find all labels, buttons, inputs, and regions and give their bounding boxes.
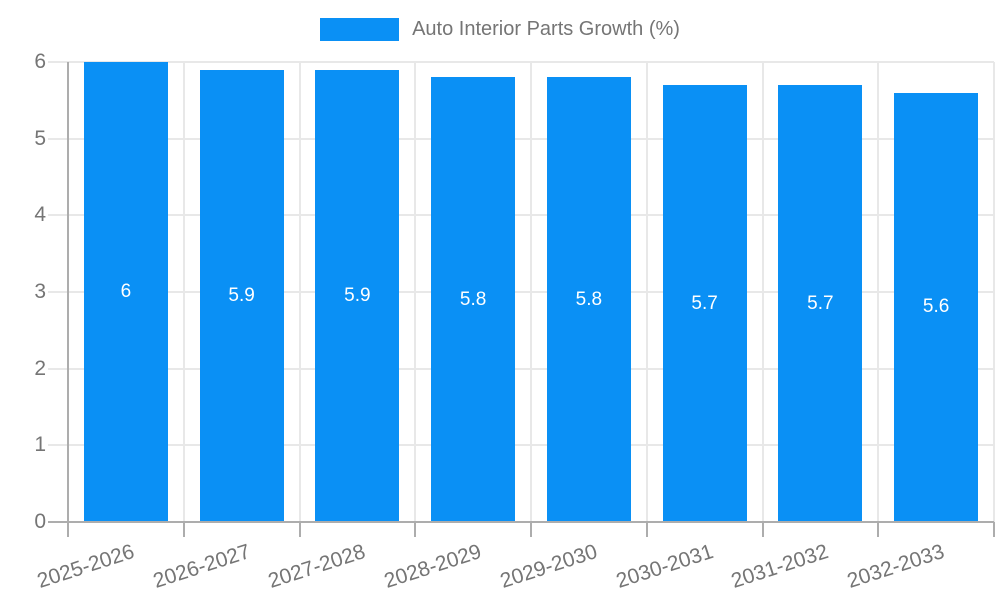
bar-value-label: 5.7 xyxy=(807,292,834,314)
bar-value-label: 5.8 xyxy=(575,288,603,310)
x-axis-line xyxy=(48,521,994,523)
gridline-h xyxy=(48,61,994,63)
x-axis-tick xyxy=(298,522,301,537)
x-axis-tick xyxy=(182,522,185,537)
y-tick-label: 3 xyxy=(34,280,46,303)
gridline-v xyxy=(993,62,995,522)
y-tick-label: 6 xyxy=(34,50,46,73)
bar: 5.9 xyxy=(199,69,284,522)
gridline-v xyxy=(530,62,532,522)
bar-value-label: 5.8 xyxy=(459,288,487,310)
bar: 5.8 xyxy=(546,77,631,522)
legend-title: Auto Interior Parts Growth (%) xyxy=(412,18,680,40)
x-axis-tick xyxy=(877,522,880,537)
bar: 5.8 xyxy=(431,77,516,522)
y-axis-line xyxy=(67,62,69,537)
bar-value-label: 5.6 xyxy=(922,296,950,318)
bar: 5.7 xyxy=(778,85,863,522)
gridline-v xyxy=(414,62,417,522)
legend: Auto Interior Parts Growth (%) xyxy=(0,18,1000,41)
gridline-h xyxy=(48,137,994,140)
gridline-h xyxy=(48,291,994,293)
bar-value-label: 5.9 xyxy=(228,284,255,306)
bar: 5.6 xyxy=(894,92,979,522)
bar-value-label: 5.9 xyxy=(344,284,371,306)
bar: 5.7 xyxy=(662,85,747,522)
gridline-v xyxy=(182,62,185,522)
bar: 5.9 xyxy=(315,69,400,522)
y-tick-label: 2 xyxy=(34,356,46,380)
y-tick-label: 0 xyxy=(34,510,46,533)
bar-value-label: 6 xyxy=(120,281,132,302)
x-axis-tick xyxy=(530,522,532,537)
y-tick-label: 5 xyxy=(34,126,46,150)
gridline-h xyxy=(48,444,994,447)
bar: 6 xyxy=(83,62,168,522)
y-tick-label: 1 xyxy=(34,433,46,457)
gridline-v xyxy=(298,62,301,522)
gridline-h xyxy=(48,214,994,217)
gridline-v xyxy=(877,62,880,522)
gridline-v xyxy=(761,62,764,522)
x-axis-tick xyxy=(645,522,648,537)
x-axis-tick xyxy=(761,522,764,537)
gridline-v xyxy=(645,62,648,522)
x-axis-tick xyxy=(414,522,417,537)
legend-swatch xyxy=(320,18,400,41)
gridline-h xyxy=(48,367,994,370)
bar-value-label: 5.7 xyxy=(691,292,718,314)
y-tick-label: 4 xyxy=(34,203,46,227)
x-axis-tick xyxy=(993,522,995,537)
